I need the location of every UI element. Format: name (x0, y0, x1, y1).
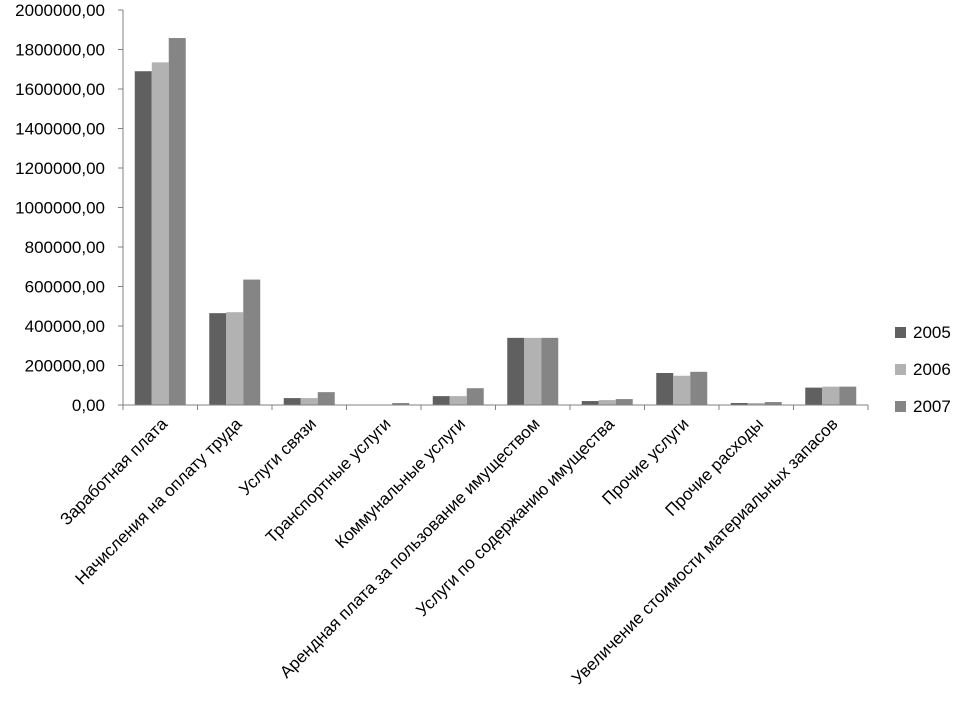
legend-label-2006: 2006 (913, 360, 951, 379)
bar-2007-3 (317, 392, 335, 405)
y-tick-label: 1600000,00 (15, 80, 105, 99)
bar-2007-2 (243, 279, 261, 405)
y-tick-label: 2000000,00 (15, 1, 105, 20)
bar-2006-9 (747, 403, 765, 405)
bar-2007-8 (690, 371, 708, 405)
bar-2007-1 (168, 38, 186, 406)
legend-label-2005: 2005 (913, 323, 951, 342)
bar-2006-7 (598, 400, 616, 405)
bar-2005-1 (134, 71, 152, 405)
y-tick-label: 400000,00 (25, 317, 105, 336)
bar-2005-8 (656, 373, 674, 405)
bar-2007-5 (466, 388, 484, 405)
bar-2006-6 (524, 337, 542, 405)
bars-layer (134, 38, 857, 406)
legend-label-2007: 2007 (913, 397, 951, 416)
y-tick-label: 600000,00 (25, 278, 105, 297)
bar-2006-10 (822, 386, 840, 405)
bar-2005-6 (507, 337, 525, 405)
bar-2005-3 (283, 398, 301, 405)
legend: 2005 2006 2007 (895, 323, 951, 416)
bar-2005-2 (209, 313, 227, 405)
y-tick-label: 1000000,00 (15, 199, 105, 218)
bar-2005-7 (581, 401, 599, 405)
legend-swatch-2005 (895, 327, 906, 338)
bar-2006-5 (449, 396, 467, 405)
bar-2006-2 (226, 312, 244, 405)
bar-2005-5 (432, 396, 450, 405)
bar-2006-3 (300, 398, 318, 405)
y-tick-label: 1200000,00 (15, 159, 105, 178)
legend-swatch-2007 (895, 401, 906, 412)
y-tick-label: 1400000,00 (15, 120, 105, 139)
bar-2005-10 (805, 387, 823, 405)
x-category-label: Увеличение стоимости материальных запасо… (568, 414, 842, 688)
y-tick-label: 200000,00 (25, 357, 105, 376)
bar-2007-9 (764, 402, 782, 405)
bar-2007-4 (392, 403, 410, 405)
legend-swatch-2006 (895, 364, 906, 375)
y-tick-label: 0,00 (72, 396, 105, 415)
y-axis-ticks: 0,00 200000,00 400000,00 600000,00 800000,00… (15, 1, 123, 415)
x-category-label: Коммунальные услуги (331, 414, 469, 552)
bar-2005-9 (730, 403, 748, 405)
y-tick-label: 800000,00 (25, 238, 105, 257)
x-category-label: Услуги связи (235, 414, 320, 499)
x-category-label: Транспортные услуги (262, 414, 395, 547)
bar-2006-1 (151, 62, 169, 406)
x-category-label: Арендная плата за пользование имуществом (276, 414, 543, 681)
bar-2007-6 (541, 337, 559, 405)
bar-2007-10 (839, 386, 857, 405)
x-category-label: Начисления на оплату труда (71, 414, 245, 588)
bar-2007-7 (615, 399, 633, 405)
y-tick-label: 1800000,00 (15, 41, 105, 60)
bar-2006-8 (673, 375, 691, 405)
